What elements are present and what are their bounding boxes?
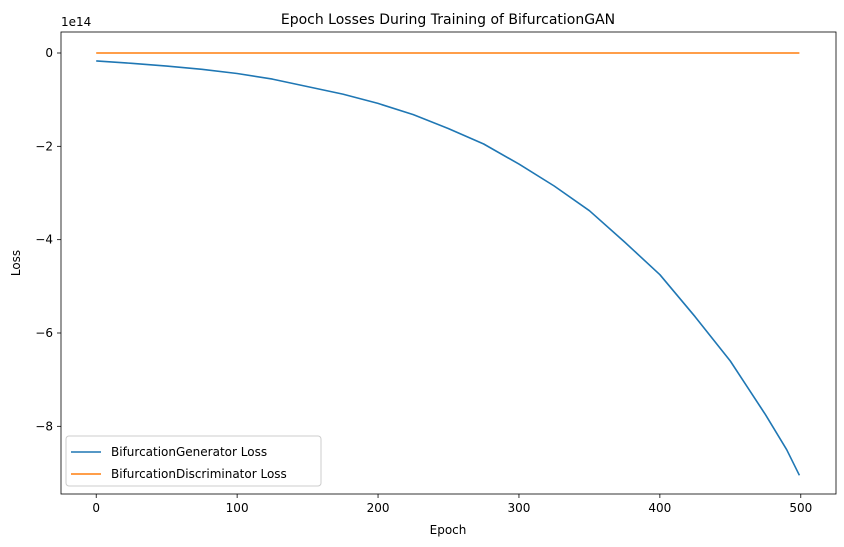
- x-tick-label: 400: [648, 501, 671, 515]
- plot-frame: [60, 31, 837, 495]
- y-tick-label: −2: [35, 139, 53, 153]
- x-axis-title: Epoch: [430, 523, 467, 537]
- chart-title: Epoch Losses During Training of Bifurcat…: [281, 12, 615, 28]
- y-tick-label: −4: [35, 233, 53, 247]
- x-tick-label: 100: [226, 501, 249, 515]
- legend: BifurcationGenerator Loss BifurcationDis…: [65, 435, 322, 487]
- y-axis-ticks: 0 −2 −4 −6 −8: [35, 46, 61, 433]
- legend-label-discriminator: BifurcationDiscriminator Loss: [111, 467, 287, 481]
- x-tick-label: 0: [92, 501, 100, 515]
- y-scale-offset-label: 1e14: [61, 15, 91, 29]
- y-tick-label: 0: [45, 46, 53, 60]
- x-tick-label: 300: [508, 501, 531, 515]
- y-tick-label: −6: [35, 326, 53, 340]
- y-tick-label: −8: [35, 419, 53, 433]
- x-tick-label: 200: [367, 501, 390, 515]
- x-tick-label: 500: [789, 501, 812, 515]
- y-axis-title: Loss: [9, 250, 23, 276]
- legend-label-generator: BifurcationGenerator Loss: [111, 445, 267, 459]
- plot-area: [96, 52, 801, 476]
- x-axis-ticks: 0 100 200 300 400 500: [92, 494, 812, 515]
- series-line-0: [96, 60, 801, 476]
- legend-box: [65, 435, 322, 487]
